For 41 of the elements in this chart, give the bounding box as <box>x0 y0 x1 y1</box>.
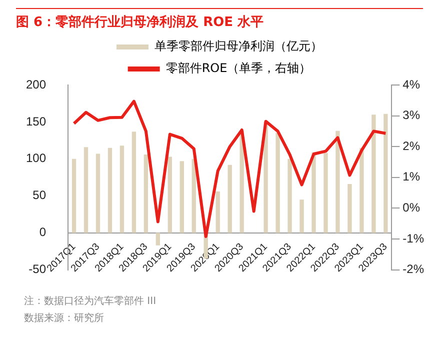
bar <box>228 164 232 233</box>
y2-tick-label: 0% <box>402 200 420 215</box>
bar <box>288 158 292 233</box>
bar <box>300 200 304 233</box>
y2-tick-label: 1% <box>402 170 420 184</box>
bar <box>312 152 316 233</box>
bar <box>84 147 88 233</box>
bar <box>276 133 280 233</box>
y2-tick-label: 4% <box>402 77 420 92</box>
bar <box>384 114 388 233</box>
y-tick-label: -50 <box>28 262 46 276</box>
bar <box>156 232 160 246</box>
y2-tick-label: -1% <box>402 231 424 246</box>
bar <box>180 161 184 233</box>
legend-label: 零部件ROE（单季，右轴） <box>166 61 312 76</box>
bar <box>168 156 172 233</box>
bar <box>132 132 136 233</box>
bar <box>72 158 76 233</box>
bar <box>120 146 124 233</box>
y-tick-label: 150 <box>26 114 46 128</box>
bar <box>348 184 352 233</box>
chart-title: 图 6：零部件行业归母净利润及 ROE 水平 <box>16 8 423 31</box>
bar <box>324 153 328 233</box>
bar <box>108 148 112 233</box>
y-tick-label: 0 <box>39 225 46 240</box>
bar <box>372 114 376 233</box>
source-note: 数据来源：研究所 <box>24 312 105 325</box>
bar <box>360 148 364 233</box>
bar <box>96 154 100 233</box>
y-tick-label: 100 <box>26 151 46 166</box>
y2-tick-label: -2% <box>402 262 424 276</box>
y-tick-label: 200 <box>26 77 46 92</box>
bar <box>336 130 340 233</box>
text: 注：数据口径为汽车零部件 III <box>24 294 158 308</box>
bar <box>192 158 196 233</box>
y2-tick-label: 3% <box>402 108 420 122</box>
legend-label: 单季零部件归母净利润（亿元） <box>154 39 322 54</box>
y2-tick-label: 2% <box>402 138 420 153</box>
bar <box>144 154 148 233</box>
bar <box>216 191 220 233</box>
y-tick-label: 50 <box>32 188 46 202</box>
